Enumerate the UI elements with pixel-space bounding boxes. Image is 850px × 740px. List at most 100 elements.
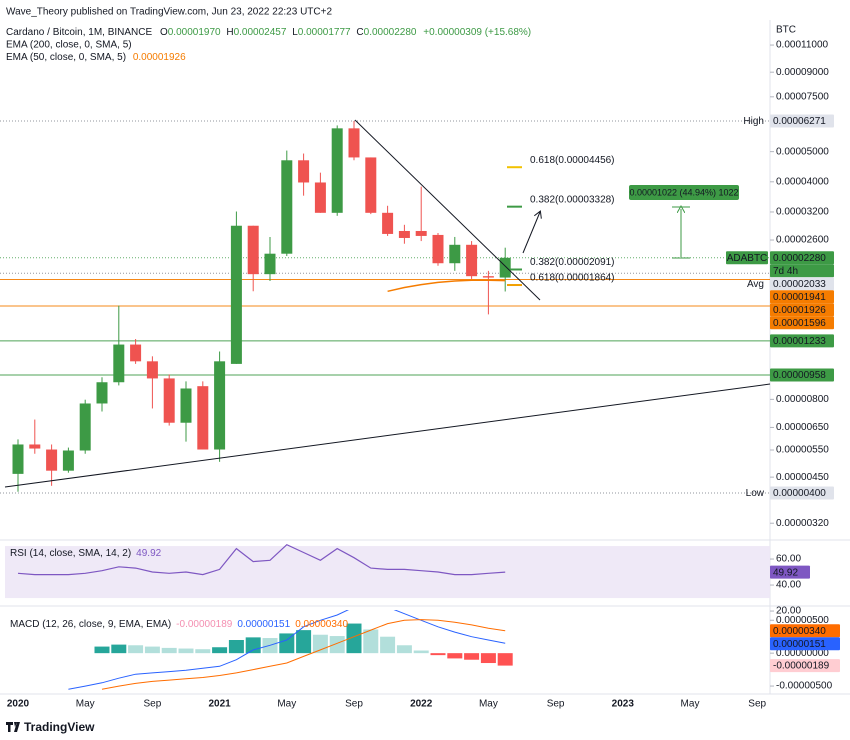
rsi-line <box>17 543 506 576</box>
x-tick-label: Sep <box>144 699 162 710</box>
fib-label: 0.382(0.00003328) <box>530 194 615 205</box>
macd-histogram-bar <box>480 653 496 664</box>
rsi-tag: 49.92 <box>773 567 798 578</box>
fib-label: 0.618(0.00004456) <box>530 155 615 166</box>
y-tick-label: 0.00009000 <box>776 67 829 78</box>
macd-histogram-bar <box>279 633 295 654</box>
price-tag-bg <box>770 316 834 330</box>
y-tick-label: 0.00000550 <box>776 445 829 456</box>
price-tag-bg <box>770 277 834 291</box>
macd-line <box>101 619 506 690</box>
macd-title: MACD (12, 26, close, 9, EMA, EMA) <box>10 619 171 630</box>
rsi-tag-bg <box>770 565 810 579</box>
candle-body <box>96 382 108 404</box>
candle-body <box>79 403 91 451</box>
macd-histogram-bar <box>178 648 194 654</box>
x-tick-label: Sep <box>345 699 363 710</box>
macd-tag-bg <box>770 637 840 651</box>
price-tag: 0.00000400 <box>773 488 826 499</box>
price-tag-sub: 7d 4h <box>773 266 798 277</box>
macd-histogram-bar <box>380 636 396 654</box>
macd-legend-value: 0.00000151 <box>237 619 290 630</box>
macd-histogram-bar <box>94 646 110 654</box>
currency: BTC <box>776 25 796 36</box>
macd-tag-bg <box>770 659 840 673</box>
price-tag-sub-bg <box>770 264 834 278</box>
y-tick-label: 0.00000000 <box>776 648 829 659</box>
fib-label: 0.382(0.00002091) <box>530 257 615 268</box>
macd-histogram-bar <box>346 623 362 654</box>
change: +0.00000309 (+15.68%) <box>423 27 531 38</box>
candle-body <box>46 449 58 471</box>
price-tag: 0.00001233 <box>773 336 826 347</box>
macd-histogram-bar <box>329 636 345 654</box>
ohlc-value: 0.00001777 <box>298 27 351 38</box>
candle-body <box>314 182 326 213</box>
logo-mark <box>6 722 20 732</box>
price-tag-name-bg <box>726 251 768 265</box>
candle-body <box>29 444 41 449</box>
price-tag: 0.00002033 <box>773 279 826 290</box>
macd-histogram-bar <box>497 653 513 666</box>
price-tag-bg <box>770 486 834 500</box>
publisher: Wave_Theory published on TradingView.com… <box>6 7 332 18</box>
candle-body <box>348 128 360 158</box>
macd-tag: 0.00000151 <box>773 639 826 650</box>
candle-body <box>482 276 494 278</box>
candle-body <box>163 378 175 423</box>
y-tick-label: 0.00000450 <box>776 472 829 483</box>
macd-histogram-bar <box>430 653 446 656</box>
ema200-legend: EMA (200, close, 0, SMA, 5) <box>6 40 132 51</box>
x-tick-label: Sep <box>547 699 565 710</box>
candle-body <box>365 157 377 213</box>
macd-histogram-bar <box>245 637 261 654</box>
candle-body <box>113 344 125 383</box>
price-tag-bg <box>770 114 834 128</box>
macd-histogram-bar <box>363 629 379 654</box>
price-tag: 0.00000958 <box>773 370 826 381</box>
price-tag: 0.00002280 <box>773 253 826 264</box>
brand: TradingView <box>24 720 95 734</box>
macd-legend: MACD (12, 26, close, 9, EMA, EMA) -0.0000… <box>10 619 348 630</box>
candle-body <box>180 388 192 423</box>
rsi-legend: RSI (14, close, SMA, 14, 2) 49.92 <box>10 548 162 559</box>
candle-body <box>146 361 158 379</box>
candle-body <box>130 344 142 362</box>
macd-histogram-bar <box>396 645 412 654</box>
candle-body <box>298 160 310 183</box>
price-tag: 0.00001596 <box>773 318 826 329</box>
candle-body <box>264 253 276 275</box>
y-tick-label: 0.00011000 <box>776 40 829 51</box>
y-tick-label: 0.00000320 <box>776 518 829 529</box>
ohlc-value: 0.00002457 <box>234 27 287 38</box>
x-tick-label: 2021 <box>208 699 231 710</box>
macd-histogram-bar <box>228 640 244 654</box>
y-tick-label: 0.00000650 <box>776 422 829 433</box>
x-tick-label: 2022 <box>410 699 433 710</box>
fib-label: 0.618(0.00001864) <box>530 273 615 284</box>
trendline-up <box>4 383 771 488</box>
trendline-down <box>354 119 541 301</box>
candle-body <box>247 225 259 275</box>
macd-histogram-bar <box>296 630 312 654</box>
rsi-value: 49.92 <box>136 548 161 559</box>
macd-plot <box>68 610 513 690</box>
projection-arrow <box>522 212 540 254</box>
candle-body <box>214 361 226 450</box>
price-tag: 0.00006271 <box>773 116 826 127</box>
price-tag-name: ADABTC <box>727 253 768 264</box>
price-tag-side: High <box>743 116 764 127</box>
ohlc-key: H <box>226 27 233 38</box>
macd-tag: -0.00000189 <box>773 661 830 672</box>
ohlc-value: 0.00002280 <box>364 27 417 38</box>
macd-histogram-bar <box>111 644 127 654</box>
ohlc-value: 0.00001970 <box>168 27 221 38</box>
y-tick-label: 40.00 <box>776 580 801 591</box>
y-tick-label: 0.00007500 <box>776 91 829 102</box>
macd-histogram-bar <box>212 647 228 654</box>
price-tag-bg <box>770 303 834 317</box>
price-tag-bg <box>770 251 834 265</box>
ema-line <box>387 279 506 293</box>
symbol-line: Cardano / Bitcoin, 1M, BINANCE O0.000019… <box>6 27 531 38</box>
macd-histogram-bar <box>144 646 160 654</box>
